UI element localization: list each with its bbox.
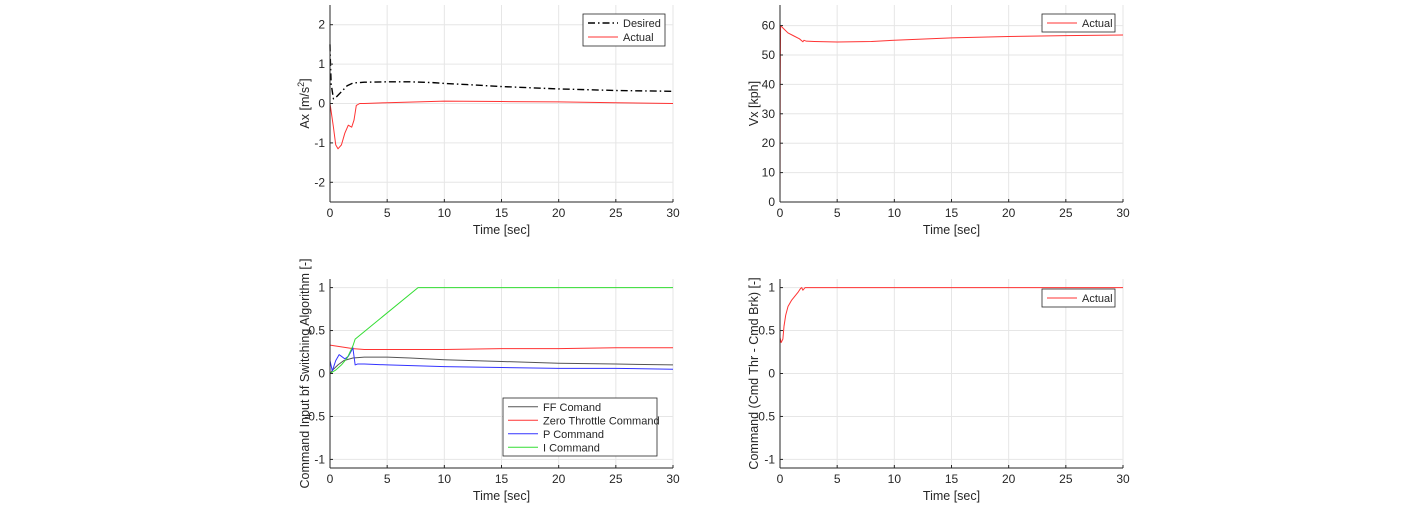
series-line-p-command [329, 347, 674, 372]
x-tick-label: 0 [777, 472, 784, 486]
x-axis-label: Time [sec] [923, 489, 980, 503]
x-tick-label: 25 [1059, 472, 1073, 486]
y-tick-label: 50 [762, 48, 776, 62]
x-tick-label: 5 [384, 472, 391, 486]
y-axis-label: Command (Cmd Thr - Cmd Brk) [-] [747, 277, 761, 469]
y-tick-label: 1 [318, 281, 325, 295]
x-tick-label: 20 [1002, 472, 1016, 486]
legend-label: Desired [623, 18, 661, 30]
x-tick-label: 10 [888, 472, 902, 486]
y-tick-label: 0 [318, 367, 325, 381]
y-tick-label: -0.5 [754, 409, 775, 423]
y-tick-label: 10 [762, 166, 776, 180]
y-tick-label: -0.5 [304, 409, 325, 423]
x-tick-label: 25 [609, 206, 623, 220]
y-tick-label: 0 [318, 97, 325, 111]
x-tick-label: 30 [1116, 472, 1130, 486]
x-tick-label: 25 [609, 472, 623, 486]
chart-panel-1: 0 5 10 15 20 25 30 -2 -1 0 1 2 Time [sec] Ax [m/s2] De… [296, 5, 680, 237]
series-line-actual [779, 25, 1124, 203]
x-tick-label: 10 [438, 206, 452, 220]
x-tick-label: 0 [327, 206, 334, 220]
series-line-desired [329, 44, 674, 100]
x-tick-label: 15 [945, 206, 959, 220]
series-line-actual [329, 100, 674, 150]
legend-label: I Command [543, 442, 600, 454]
y-tick-label: 0.5 [308, 324, 325, 338]
y-tick-label: 20 [762, 136, 776, 150]
chart-panel-3: 0 5 10 15 20 25 30 -1 -0.5 0 0.5 1 Time [sec] Command… [298, 259, 680, 503]
chart-panel-4: 0 5 10 15 20 25 30 -1 -0.5 0 0.5 1 Time [sec] Command… [747, 277, 1130, 503]
y-axis-label: Vx [kph] [747, 81, 761, 126]
x-tick-label: 15 [945, 472, 959, 486]
legend-box [502, 397, 658, 457]
series-line-actual [779, 287, 1123, 344]
legend-label: P Command [543, 429, 604, 441]
y-tick-label: 60 [762, 19, 776, 33]
y-axis-label: Command Input bf Switching Algorithm [-] [298, 259, 312, 489]
x-tick-label: 0 [327, 472, 334, 486]
y-tick-label: 1 [318, 57, 325, 71]
legend-label: Zero Throttle Command [543, 415, 660, 427]
y-tick-label: -1 [764, 452, 775, 466]
series-line-zero-throttle-command [329, 344, 673, 350]
y-tick-label: -1 [314, 136, 325, 150]
x-axis-label: Time [sec] [473, 489, 530, 503]
legend-box [582, 13, 666, 47]
legend-label: Actual [1082, 18, 1113, 30]
x-tick-label: 15 [495, 472, 509, 486]
y-tick-label: 2 [318, 18, 325, 32]
x-tick-label: 10 [888, 206, 902, 220]
legend-label: FF Comand [543, 402, 601, 414]
x-tick-label: 5 [834, 472, 841, 486]
x-tick-label: 0 [777, 206, 784, 220]
series-line-i-command [329, 287, 673, 374]
series-line-ff-comand [329, 356, 674, 374]
y-tick-label: -2 [314, 175, 325, 189]
y-tick-label: 0.5 [758, 324, 775, 338]
x-tick-label: 20 [1002, 206, 1016, 220]
legend-box [1041, 288, 1116, 308]
x-tick-label: 30 [666, 472, 680, 486]
x-axis-label: Time [sec] [473, 223, 530, 237]
y-tick-label: 0 [768, 195, 775, 209]
x-axis-label: Time [sec] [923, 223, 980, 237]
legend-label: Actual [623, 32, 654, 44]
y-tick-label: 30 [762, 107, 776, 121]
x-tick-label: 5 [834, 206, 841, 220]
y-tick-label: 0 [768, 367, 775, 381]
legend-label: Actual [1082, 293, 1113, 305]
x-tick-label: 5 [384, 206, 391, 220]
x-tick-label: 20 [552, 206, 566, 220]
x-tick-label: 15 [495, 206, 509, 220]
x-tick-label: 25 [1059, 206, 1073, 220]
x-tick-label: 20 [552, 472, 566, 486]
y-axis-label: Ax [m/s2] [296, 78, 312, 128]
x-tick-label: 30 [1116, 206, 1130, 220]
y-tick-label: 40 [762, 77, 776, 91]
chart-panel-2: 0 5 10 15 20 25 30 0 10 20 30 40 50 60 Time [sec] Vx [k… [747, 5, 1130, 237]
y-tick-label: 1 [768, 281, 775, 295]
x-tick-label: 10 [438, 472, 452, 486]
y-tick-label: -1 [314, 452, 325, 466]
legend-box [1041, 13, 1116, 33]
x-tick-label: 30 [666, 206, 680, 220]
